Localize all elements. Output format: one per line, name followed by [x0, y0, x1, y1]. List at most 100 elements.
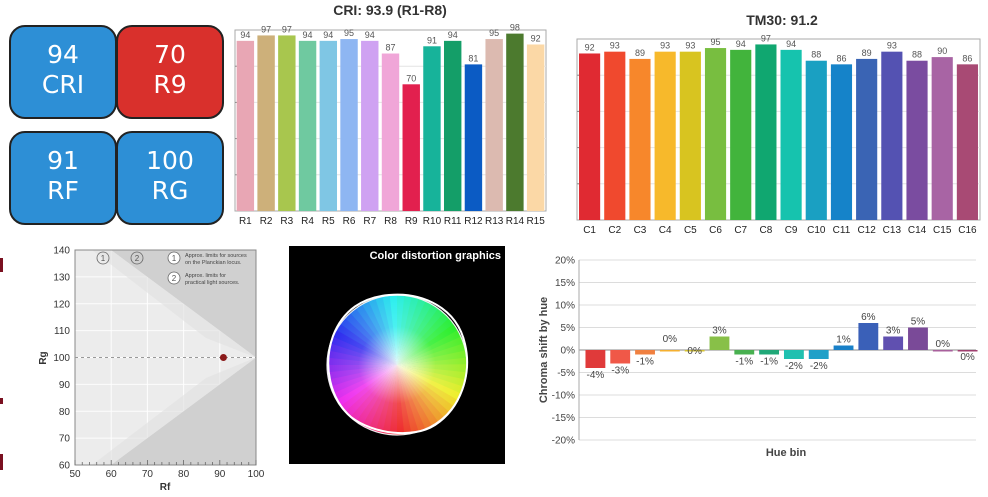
tm30-category-label: C1 — [583, 225, 596, 236]
chroma-value-label: 3% — [712, 326, 727, 337]
cri-category-label: R10 — [423, 216, 442, 227]
cri-category-label: R9 — [405, 216, 418, 227]
cri-category-label: R11 — [444, 216, 462, 227]
tm30-category-label: C8 — [760, 225, 773, 236]
cri-bar-r5 — [319, 40, 338, 211]
cri-bar-r14 — [506, 33, 524, 212]
cri-category-label: R2 — [260, 216, 273, 227]
tm30-bar-c12 — [856, 58, 878, 220]
cri-value-label: 95 — [344, 28, 354, 38]
cri-bar-r11 — [443, 40, 462, 211]
cri-value-label: 91 — [427, 35, 437, 45]
cri-category-label: R4 — [301, 216, 314, 227]
cri-category-label: R15 — [526, 216, 545, 227]
tm30-value-label: 89 — [635, 48, 645, 58]
legend-marker-1-num: 1 — [101, 254, 106, 263]
legend-icon-2-num: 2 — [172, 274, 177, 283]
tm30-chart-svg: TM30: 91.2 92 93 89 93 93 95 94 97 94 88 86 89 93 88 9… — [576, 12, 981, 236]
cri-category-label: R3 — [280, 216, 293, 227]
tm30-chart-title: TM30: 91.2 — [746, 12, 818, 28]
rf-tile: 91 RF — [9, 131, 117, 225]
chroma-value-label: -4% — [587, 370, 605, 381]
cri-value-label: 87 — [385, 43, 395, 53]
chroma-bar — [610, 350, 631, 364]
chroma-value-label: 6% — [861, 312, 876, 323]
chroma-tick-label: -5% — [557, 368, 575, 379]
cri-value-label: 94 — [365, 30, 375, 40]
color-distortion-svg: Color distortion graphics — [326, 250, 501, 436]
tm30-value-label: 86 — [836, 53, 846, 63]
cri-chart: CRI: 93.9 (R1-R8) 94 97 97 94 94 95 94 87 70 91 94… — [228, 0, 550, 232]
tm30-category-label: C13 — [883, 225, 902, 236]
rf-tick-label: 50 — [69, 469, 81, 480]
rf-tick-label: 90 — [214, 469, 226, 480]
cri-bar-r4 — [298, 40, 317, 211]
legend-marker-2 — [130, 251, 144, 265]
tm30-bar-c10 — [805, 60, 827, 220]
tm30-bar-c1 — [579, 53, 601, 221]
chroma-value-label: 5% — [911, 317, 926, 328]
rf-tick-label: 70 — [142, 469, 154, 480]
cri-value-label: 98 — [510, 23, 520, 33]
chroma-bar — [808, 350, 829, 359]
chroma-bar — [783, 350, 804, 359]
chroma-value-label: -1% — [760, 357, 778, 368]
chroma-tick-label: 15% — [555, 278, 575, 289]
tm30-value-label: 93 — [685, 41, 695, 51]
cri-value-label: 70 — [406, 73, 416, 83]
tm30-category-label: C10 — [807, 225, 826, 236]
tm30-bar-c14 — [906, 60, 928, 220]
chroma-tick-label: -15% — [552, 413, 575, 424]
color-distortion-title: Color distortion graphics — [370, 250, 501, 262]
sample-point — [219, 354, 227, 361]
cri-value-label: 92 — [531, 33, 541, 43]
tm30-value-label: 93 — [887, 41, 897, 51]
cri-category-label: R7 — [363, 216, 376, 227]
chroma-shift-chart: -20% -15% -10% -5% 0% 5% 10% 15% 20% -4% -3% -1% 0%… — [536, 250, 986, 460]
rg-tile: 100 RG — [116, 131, 224, 225]
chroma-bar — [635, 350, 655, 355]
r9-tile: 70 R9 — [116, 25, 224, 119]
cri-value-label: 94 — [448, 30, 458, 40]
legend-item-2-line2: practical light sources. — [185, 280, 240, 286]
chroma-tick-label: 20% — [555, 256, 575, 267]
left-edge-mark — [0, 258, 3, 272]
tm30-category-label: C12 — [857, 225, 876, 236]
r9-label: R9 — [153, 70, 187, 99]
cri-value-label: 94 — [323, 30, 333, 40]
cri-bar-r10 — [423, 46, 441, 211]
tm30-category-label: C4 — [659, 225, 672, 236]
color-distortion-panel: Color distortion graphics — [289, 246, 505, 464]
rf-tick-label: 100 — [248, 469, 265, 480]
rg-tick-label: 100 — [53, 353, 70, 364]
tm30-bar-c8 — [755, 44, 777, 221]
cri-bar-r9 — [402, 84, 420, 211]
tm30-value-label: 90 — [937, 46, 947, 56]
cri-category-label: R6 — [343, 216, 356, 227]
cri-value-label: 81 — [468, 53, 478, 63]
tm30-value-label: 94 — [736, 39, 746, 49]
chroma-bar — [659, 350, 680, 352]
tm30-category-label: C16 — [958, 225, 977, 236]
rf-tick-label: 60 — [106, 469, 118, 480]
rg-tick-label: 110 — [54, 326, 70, 337]
chroma-tick-label: -20% — [552, 436, 575, 447]
rf-axis-label: Rf — [160, 482, 171, 492]
tm30-category-label: C11 — [833, 225, 851, 236]
rg-tick-label: 140 — [53, 246, 70, 257]
chroma-bar — [833, 345, 854, 350]
tm30-value-label: 89 — [862, 48, 872, 58]
legend-icon-1-num: 1 — [172, 254, 177, 263]
rg-value: 100 — [146, 146, 194, 175]
chroma-value-label: 0% — [687, 346, 702, 357]
chroma-value-label: -2% — [810, 361, 828, 372]
cri-value-label: 97 — [282, 24, 292, 34]
chroma-shift-svg: -20% -15% -10% -5% 0% 5% 10% 15% 20% -4% -3% -1% 0%… — [538, 256, 978, 459]
cri-bar-r1 — [236, 40, 255, 211]
cri-value-label: 94 — [303, 30, 313, 40]
legend-item-1-line1: Approx. limits for sources — [185, 253, 247, 259]
chroma-value-label: 1% — [836, 335, 851, 346]
tm30-bar-c16 — [956, 64, 978, 220]
tm30-bar-c11 — [830, 64, 853, 220]
tm30-bar-c13 — [881, 51, 903, 220]
